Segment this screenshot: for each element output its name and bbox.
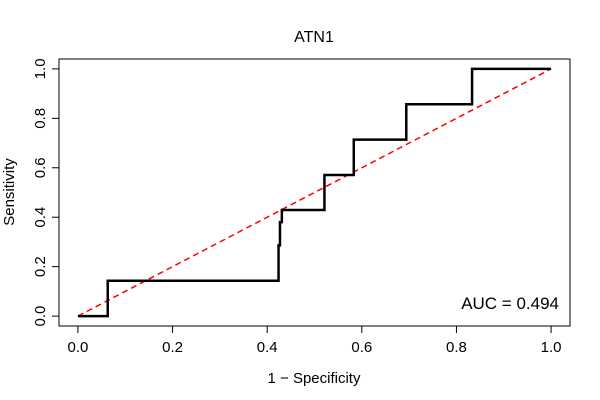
y-tick-label: 0.4 xyxy=(32,207,49,228)
auc-annotation: AUC = 0.494 xyxy=(461,294,559,313)
x-tick-label: 0.0 xyxy=(67,339,88,356)
x-axis: 0.0 0.2 0.4 0.6 0.8 1.0 xyxy=(67,325,562,356)
chart-title: ATN1 xyxy=(294,29,334,46)
y-tick-label: 0.6 xyxy=(32,157,49,178)
x-axis-label: 1 − Specificity xyxy=(268,370,361,387)
y-tick-label: 0.8 xyxy=(32,108,49,129)
x-tick-label: 1.0 xyxy=(541,339,562,356)
series-layer xyxy=(77,67,552,318)
y-tick-label: 0.2 xyxy=(32,256,49,277)
x-tick-label: 0.8 xyxy=(446,339,467,356)
y-tick-label: 0.0 xyxy=(32,306,49,327)
x-tick-label: 0.6 xyxy=(351,339,372,356)
x-tick-label: 0.4 xyxy=(257,339,278,356)
y-axis: 0.0 0.2 0.4 0.6 0.8 1.0 xyxy=(32,58,60,327)
y-axis-label: Sensitivity xyxy=(1,158,18,226)
roc-curve-line xyxy=(77,67,552,318)
reference-diagonal-line xyxy=(77,68,552,317)
y-tick-label: 1.0 xyxy=(32,58,49,79)
x-tick-label: 0.2 xyxy=(162,339,183,356)
